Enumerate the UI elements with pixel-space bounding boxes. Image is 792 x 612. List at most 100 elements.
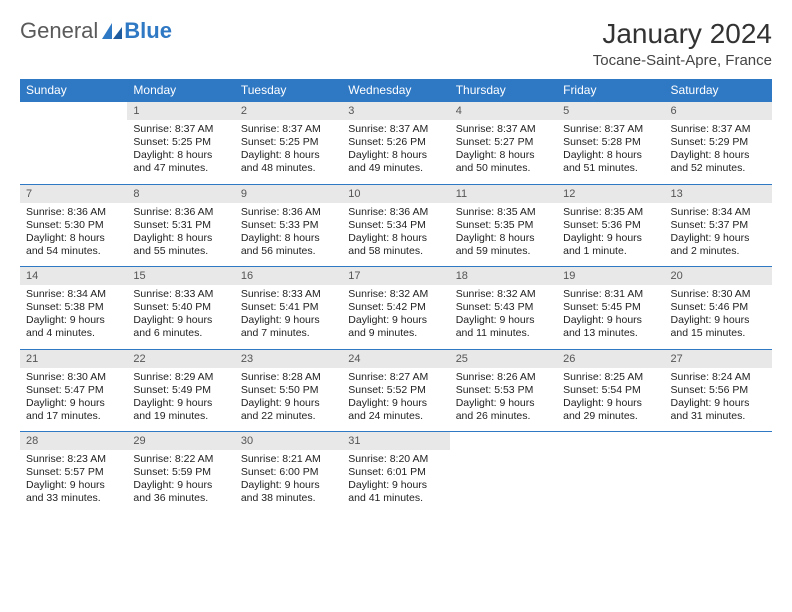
- day-details-row: Sunrise: 8:37 AMSunset: 5:25 PMDaylight:…: [20, 120, 772, 184]
- sunrise-text: Sunrise: 8:27 AM: [348, 371, 443, 384]
- day-number: 27: [665, 349, 772, 368]
- day-details: Sunrise: 8:37 AMSunset: 5:25 PMDaylight:…: [127, 120, 234, 184]
- day-number: 5: [557, 102, 664, 121]
- sunrise-text: Sunrise: 8:32 AM: [348, 288, 443, 301]
- sunset-text: Sunset: 5:49 PM: [133, 384, 228, 397]
- day-number: 29: [127, 432, 234, 451]
- sunset-text: Sunset: 5:54 PM: [563, 384, 658, 397]
- daylight-text: Daylight: 9 hours and 4 minutes.: [26, 314, 121, 340]
- sunrise-text: Sunrise: 8:35 AM: [563, 206, 658, 219]
- day-number: 10: [342, 184, 449, 203]
- sunset-text: Sunset: 5:46 PM: [671, 301, 766, 314]
- day-number-row: 28293031: [20, 432, 772, 451]
- sunrise-text: Sunrise: 8:34 AM: [26, 288, 121, 301]
- sunset-text: Sunset: 5:38 PM: [26, 301, 121, 314]
- sunset-text: Sunset: 5:30 PM: [26, 219, 121, 232]
- day-number: 20: [665, 267, 772, 286]
- day-number: 8: [127, 184, 234, 203]
- day-number: [20, 102, 127, 121]
- day-header: Friday: [557, 79, 664, 102]
- daylight-text: Daylight: 8 hours and 48 minutes.: [241, 149, 336, 175]
- day-details: Sunrise: 8:33 AMSunset: 5:40 PMDaylight:…: [127, 285, 234, 349]
- sunrise-text: Sunrise: 8:24 AM: [671, 371, 766, 384]
- day-details: Sunrise: 8:36 AMSunset: 5:30 PMDaylight:…: [20, 203, 127, 267]
- day-number: 12: [557, 184, 664, 203]
- month-title: January 2024: [593, 18, 772, 50]
- day-number: 7: [20, 184, 127, 203]
- day-number: 21: [20, 349, 127, 368]
- day-details: Sunrise: 8:36 AMSunset: 5:33 PMDaylight:…: [235, 203, 342, 267]
- day-header: Thursday: [450, 79, 557, 102]
- sunset-text: Sunset: 5:45 PM: [563, 301, 658, 314]
- day-number: 17: [342, 267, 449, 286]
- sunset-text: Sunset: 5:26 PM: [348, 136, 443, 149]
- sunset-text: Sunset: 5:43 PM: [456, 301, 551, 314]
- sunrise-text: Sunrise: 8:20 AM: [348, 453, 443, 466]
- daylight-text: Daylight: 9 hours and 7 minutes.: [241, 314, 336, 340]
- daylight-text: Daylight: 9 hours and 6 minutes.: [133, 314, 228, 340]
- daylight-text: Daylight: 8 hours and 55 minutes.: [133, 232, 228, 258]
- day-number: 6: [665, 102, 772, 121]
- day-number-row: 78910111213: [20, 184, 772, 203]
- day-details: [557, 450, 664, 514]
- daylight-text: Daylight: 9 hours and 9 minutes.: [348, 314, 443, 340]
- day-details: Sunrise: 8:26 AMSunset: 5:53 PMDaylight:…: [450, 368, 557, 432]
- day-number: 16: [235, 267, 342, 286]
- day-details: Sunrise: 8:32 AMSunset: 5:42 PMDaylight:…: [342, 285, 449, 349]
- title-block: January 2024 Tocane-Saint-Apre, France: [593, 18, 772, 69]
- sunset-text: Sunset: 5:34 PM: [348, 219, 443, 232]
- day-details: Sunrise: 8:33 AMSunset: 5:41 PMDaylight:…: [235, 285, 342, 349]
- sunrise-text: Sunrise: 8:29 AM: [133, 371, 228, 384]
- day-details: Sunrise: 8:30 AMSunset: 5:46 PMDaylight:…: [665, 285, 772, 349]
- day-number: 13: [665, 184, 772, 203]
- day-header: Wednesday: [342, 79, 449, 102]
- day-number: [450, 432, 557, 451]
- day-details-row: Sunrise: 8:23 AMSunset: 5:57 PMDaylight:…: [20, 450, 772, 514]
- daylight-text: Daylight: 9 hours and 17 minutes.: [26, 397, 121, 423]
- day-header: Tuesday: [235, 79, 342, 102]
- sunrise-text: Sunrise: 8:22 AM: [133, 453, 228, 466]
- calendar-table: Sunday Monday Tuesday Wednesday Thursday…: [20, 79, 772, 514]
- sunrise-text: Sunrise: 8:34 AM: [671, 206, 766, 219]
- sunset-text: Sunset: 6:00 PM: [241, 466, 336, 479]
- sunset-text: Sunset: 5:42 PM: [348, 301, 443, 314]
- day-number: 11: [450, 184, 557, 203]
- day-details: Sunrise: 8:37 AMSunset: 5:28 PMDaylight:…: [557, 120, 664, 184]
- day-details: Sunrise: 8:21 AMSunset: 6:00 PMDaylight:…: [235, 450, 342, 514]
- day-number: 3: [342, 102, 449, 121]
- daylight-text: Daylight: 9 hours and 24 minutes.: [348, 397, 443, 423]
- sunset-text: Sunset: 5:25 PM: [133, 136, 228, 149]
- daylight-text: Daylight: 9 hours and 38 minutes.: [241, 479, 336, 505]
- sunrise-text: Sunrise: 8:35 AM: [456, 206, 551, 219]
- day-details: [665, 450, 772, 514]
- day-number: 22: [127, 349, 234, 368]
- daylight-text: Daylight: 8 hours and 58 minutes.: [348, 232, 443, 258]
- day-details: Sunrise: 8:20 AMSunset: 6:01 PMDaylight:…: [342, 450, 449, 514]
- sunrise-text: Sunrise: 8:36 AM: [133, 206, 228, 219]
- daylight-text: Daylight: 9 hours and 2 minutes.: [671, 232, 766, 258]
- day-number: 4: [450, 102, 557, 121]
- daylight-text: Daylight: 8 hours and 52 minutes.: [671, 149, 766, 175]
- sunrise-text: Sunrise: 8:23 AM: [26, 453, 121, 466]
- day-details: [450, 450, 557, 514]
- sunset-text: Sunset: 5:28 PM: [563, 136, 658, 149]
- daylight-text: Daylight: 9 hours and 31 minutes.: [671, 397, 766, 423]
- day-details: Sunrise: 8:36 AMSunset: 5:34 PMDaylight:…: [342, 203, 449, 267]
- location: Tocane-Saint-Apre, France: [593, 52, 772, 69]
- day-details: Sunrise: 8:25 AMSunset: 5:54 PMDaylight:…: [557, 368, 664, 432]
- day-number: [665, 432, 772, 451]
- sunrise-text: Sunrise: 8:37 AM: [348, 123, 443, 136]
- day-details: Sunrise: 8:30 AMSunset: 5:47 PMDaylight:…: [20, 368, 127, 432]
- day-details: Sunrise: 8:34 AMSunset: 5:38 PMDaylight:…: [20, 285, 127, 349]
- sunset-text: Sunset: 5:59 PM: [133, 466, 228, 479]
- sunrise-text: Sunrise: 8:30 AM: [26, 371, 121, 384]
- daylight-text: Daylight: 9 hours and 19 minutes.: [133, 397, 228, 423]
- sunrise-text: Sunrise: 8:30 AM: [671, 288, 766, 301]
- sunset-text: Sunset: 5:37 PM: [671, 219, 766, 232]
- sunrise-text: Sunrise: 8:33 AM: [133, 288, 228, 301]
- daylight-text: Daylight: 9 hours and 26 minutes.: [456, 397, 551, 423]
- day-number: 28: [20, 432, 127, 451]
- day-details: Sunrise: 8:29 AMSunset: 5:49 PMDaylight:…: [127, 368, 234, 432]
- daylight-text: Daylight: 9 hours and 15 minutes.: [671, 314, 766, 340]
- sunrise-text: Sunrise: 8:37 AM: [133, 123, 228, 136]
